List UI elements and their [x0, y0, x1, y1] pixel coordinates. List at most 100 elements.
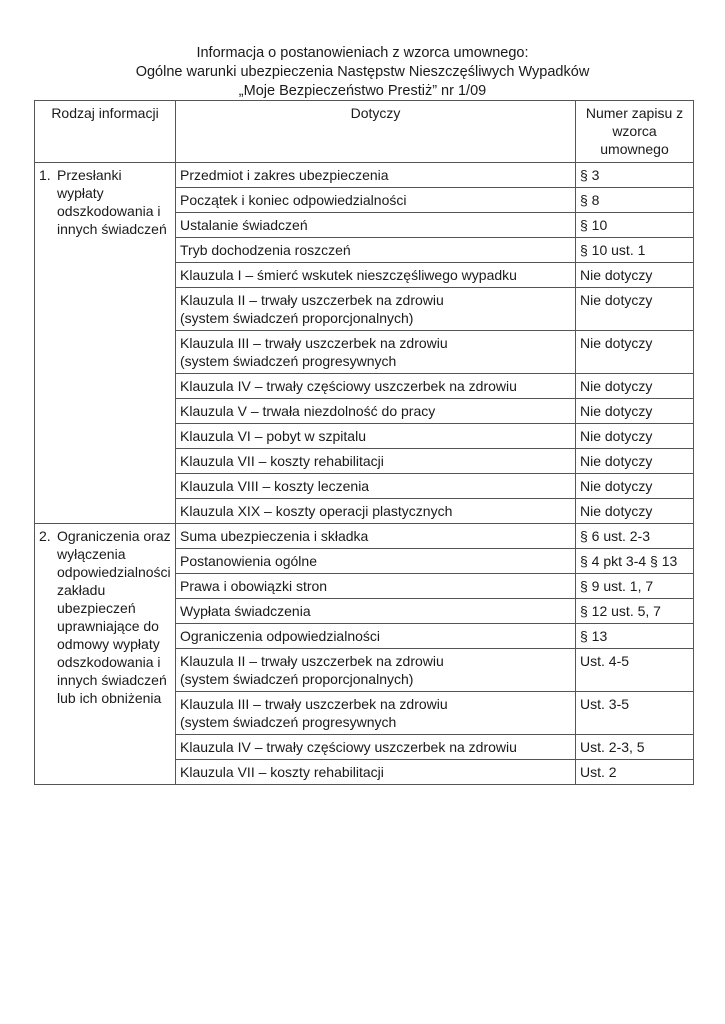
reference-cell: Nie dotyczy	[575, 287, 694, 331]
reference-cell: Nie dotyczy	[575, 473, 694, 499]
table-row: Klauzula VII – koszty rehabilitacji Ust. …	[35, 759, 694, 785]
subject-cell: Klauzula VIII – koszty leczenia	[175, 473, 576, 499]
subject-cell: Wypłata świadczenia	[175, 598, 576, 624]
header-subject: Dotyczy	[175, 100, 576, 163]
reference-cell: § 13	[575, 623, 694, 649]
information-table: Rodzaj informacji Dotyczy Numer zapisu z…	[34, 100, 694, 785]
table-row: Tryb dochodzenia roszczeń § 10 ust. 1	[35, 237, 694, 263]
subject-cell: Postanowienia ogólne	[175, 548, 576, 574]
subject-text: Postanowienia ogólne	[180, 553, 317, 569]
reference-cell: § 10	[575, 212, 694, 238]
table-row: Wypłata świadczenia § 12 ust. 5, 7	[35, 598, 694, 624]
table-row: 2. Ograniczenia oraz wyłączenia odpowiedz…	[34, 523, 694, 785]
table-row: Klauzula II – trwały uszczerbek na zdrow…	[35, 648, 694, 692]
table-row: Klauzula V – trwała niezdolność do pracy…	[35, 398, 694, 424]
subject-cell: Tryb dochodzenia roszczeń	[175, 237, 576, 263]
table-row: Klauzula IV – trwały częściowy uszczerbe…	[35, 373, 694, 399]
reference-cell: Nie dotyczy	[575, 398, 694, 424]
reference-cell: Ust. 3-5	[575, 691, 694, 735]
table-row: Klauzula II – trwały uszczerbek na zdrow…	[35, 287, 694, 331]
subject-text: Klauzula VIII – koszty leczenia	[180, 478, 370, 494]
subject-cell: Klauzula VI – pobyt w szpitalu	[175, 423, 576, 449]
reference-cell: § 12 ust. 5, 7	[575, 598, 694, 624]
category-cell: 1. Przesłanki wypłaty odszkodowania i inn…	[34, 162, 176, 524]
subject-cell: Klauzula VII – koszty rehabilitacji	[175, 759, 576, 785]
reference-cell: Ust. 2-3, 5	[575, 734, 694, 760]
reference-cell: § 3	[575, 162, 694, 188]
subject-text: Początek i koniec odpowiedzialności	[180, 192, 407, 208]
subject-text: Tryb dochodzenia roszczeń	[180, 242, 351, 258]
title-line-2: Ogólne warunki ubezpieczenia Następstw N…	[135, 64, 590, 80]
subject-text-continued: (system świadczeń progresywnych	[180, 714, 397, 730]
subject-text: Przedmiot i zakres ubezpieczenia	[180, 167, 389, 183]
subject-cell: Ograniczenia odpowiedzialności	[175, 623, 576, 649]
subject-text: Klauzula VII – koszty rehabilitacji	[180, 764, 384, 780]
subject-text: Ustalanie świadczeń	[180, 217, 308, 233]
reference-cell: Nie dotyczy	[575, 423, 694, 449]
subject-cell: Początek i koniec odpowiedzialności	[175, 187, 576, 213]
subject-cell: Klauzula V – trwała niezdolność do pracy	[175, 398, 576, 424]
reference-cell: § 6 ust. 2-3	[575, 523, 694, 549]
category-number: 2.	[39, 528, 51, 544]
subject-text: Klauzula IV – trwały częściowy uszczerbe…	[180, 739, 517, 755]
subject-cell: Klauzula I – śmierć wskutek nieszczęśliw…	[175, 262, 576, 288]
header-category: Rodzaj informacji	[34, 100, 176, 163]
subject-text: Klauzula II – trwały uszczerbek na zdrow…	[180, 292, 444, 308]
subject-text: Suma ubezpieczenia i składka	[180, 528, 369, 544]
reference-cell: Nie dotyczy	[575, 330, 694, 374]
category-label: Przesłanki wypłaty odszkodowania i innyc…	[57, 167, 167, 237]
table-row: Klauzula VIII – koszty leczenia Nie dotyc…	[35, 473, 694, 499]
subject-text: Klauzula XIX – koszty operacji plastyczn…	[180, 503, 453, 519]
subject-text: Klauzula II – trwały uszczerbek na zdrow…	[180, 653, 444, 669]
subject-text: Klauzula I – śmierć wskutek nieszczęśliw…	[180, 267, 517, 283]
subject-cell: Ustalanie świadczeń	[175, 212, 576, 238]
reference-cell: Nie dotyczy	[575, 262, 694, 288]
reference-cell: Ust. 4-5	[575, 648, 694, 692]
reference-cell: § 4 pkt 3-4 § 13	[575, 548, 694, 574]
subject-cell: Klauzula IV – trwały częściowy uszczerbe…	[175, 734, 576, 760]
subject-text-continued: (system świadczeń proporcjonalnych)	[180, 671, 414, 687]
subject-cell: Suma ubezpieczenia i składka	[175, 523, 576, 549]
document-title: Informacja o postanowieniach z wzorca um…	[0, 44, 725, 101]
subject-text: Ograniczenia odpowiedzialności	[180, 628, 381, 644]
subject-text-continued: (system świadczeń progresywnych	[180, 353, 397, 369]
subject-text: Klauzula VII – koszty rehabilitacji	[180, 453, 384, 469]
subject-text: Klauzula IV – trwały częściowy uszczerbe…	[180, 378, 517, 394]
header-reference: Numer zapisu z wzorca umownego	[575, 100, 694, 163]
subject-cell: Klauzula IV – trwały częściowy uszczerbe…	[175, 373, 576, 399]
table-row: Prawa i obowiązki stron § 9 ust. 1, 7	[35, 573, 694, 599]
table-row: Klauzula VII – koszty rehabilitacji Nie d…	[35, 448, 694, 474]
subject-text: Klauzula V – trwała niezdolność do pracy	[180, 403, 436, 419]
reference-cell: § 9 ust. 1, 7	[575, 573, 694, 599]
category-cell: 2. Ograniczenia oraz wyłączenia odpowiedz…	[34, 523, 176, 785]
reference-cell: Nie dotyczy	[575, 448, 694, 474]
subject-cell: Przedmiot i zakres ubezpieczenia	[175, 162, 576, 188]
table-row: Klauzula VI – pobyt w szpitalu Nie dotycz…	[35, 423, 694, 449]
subject-cell: Klauzula XIX – koszty operacji plastyczn…	[175, 498, 576, 524]
reference-cell: § 8	[575, 187, 694, 213]
subject-text: Wypłata świadczenia	[180, 603, 311, 619]
subject-cell: Klauzula III – trwały uszczerbek na zdro…	[175, 330, 576, 374]
subject-cell: Klauzula VII – koszty rehabilitacji	[175, 448, 576, 474]
reference-cell: Nie dotyczy	[575, 373, 694, 399]
table-row: Początek i koniec odpowiedzialności § 8	[35, 187, 694, 213]
title-line-3: „Moje Bezpieczeństwo Prestiż” nr 1/09	[238, 83, 487, 99]
subject-text: Klauzula III – trwały uszczerbek na zdro…	[180, 335, 448, 351]
subject-text-continued: (system świadczeń proporcjonalnych)	[180, 310, 414, 326]
reference-cell: Ust. 2	[575, 759, 694, 785]
subject-cell: Klauzula II – trwały uszczerbek na zdrow…	[175, 287, 576, 331]
subject-text: Prawa i obowiązki stron	[180, 578, 328, 594]
reference-cell: § 10 ust. 1	[575, 237, 694, 263]
subject-text: Klauzula III – trwały uszczerbek na zdro…	[180, 696, 448, 712]
subject-cell: Klauzula II – trwały uszczerbek na zdrow…	[175, 648, 576, 692]
title-line-1: Informacja o postanowieniach z wzorca um…	[196, 45, 529, 61]
table-row: 1. Przesłanki wypłaty odszkodowania i inn…	[34, 162, 694, 524]
subject-text: Klauzula VI – pobyt w szpitalu	[180, 428, 366, 444]
table-row: Klauzula I – śmierć wskutek nieszczęśliw…	[35, 262, 694, 288]
category-label: Ograniczenia oraz wyłączenia odpowiedzia…	[57, 528, 171, 706]
subject-cell: Prawa i obowiązki stron	[175, 573, 576, 599]
table-row: Klauzula III – trwały uszczerbek na zdro…	[35, 691, 694, 735]
table-row: Postanowienia ogólne § 4 pkt 3-4 § 13	[35, 548, 694, 574]
reference-cell: Nie dotyczy	[575, 498, 694, 524]
category-number: 1.	[39, 167, 51, 183]
